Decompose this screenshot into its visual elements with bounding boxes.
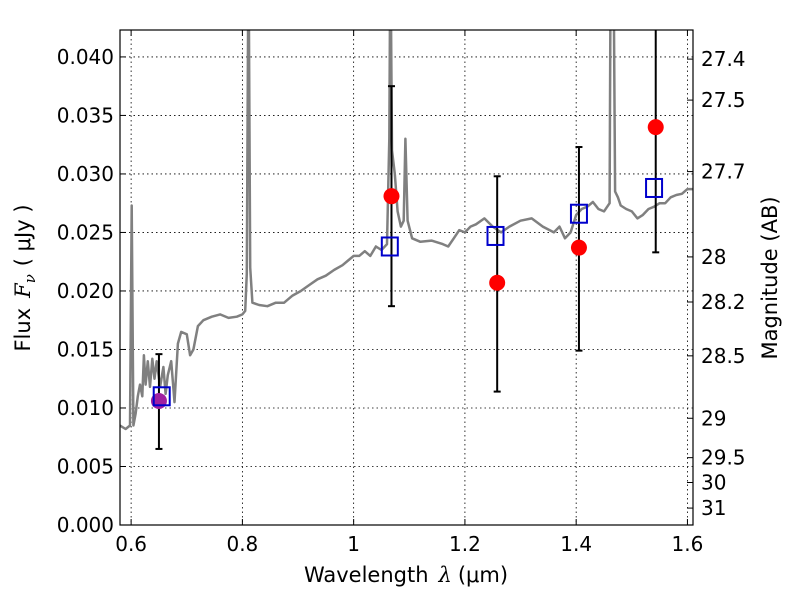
y-tick-label: 0.010 — [57, 396, 114, 420]
magnitude-tick-label: 31 — [701, 496, 726, 520]
y-tick-labels: 0.000 0.005 0.010 0.015 0.020 0.025 0.030 0.035… — [57, 45, 114, 537]
observed-point — [647, 119, 664, 136]
magnitude-tick-label: 27.4 — [701, 47, 746, 71]
model-square — [486, 225, 505, 246]
y-tick-label: 0.000 — [57, 513, 114, 537]
model-square — [152, 386, 171, 407]
grid-lines — [120, 30, 693, 526]
model-square — [380, 236, 399, 257]
observed-point — [383, 188, 400, 205]
x-tick-label: 0.8 — [226, 532, 258, 556]
magnitude-tick-label: 30 — [701, 471, 726, 495]
y-tick-label: 0.025 — [57, 220, 114, 244]
y-tick-label: 0.030 — [57, 162, 114, 186]
x-tick-labels: 0.6 0.8 1 1.2 1.4 1.6 — [115, 532, 703, 556]
magnitude-tick-label: 27.7 — [701, 160, 746, 184]
y-tick-label: 0.020 — [57, 279, 114, 303]
y-tick-label: 0.040 — [57, 45, 114, 69]
observed-point — [570, 239, 587, 256]
y-tick-label: 0.005 — [57, 454, 114, 478]
magnitude-tick-label: 28.5 — [701, 344, 746, 368]
plot-frame — [119, 29, 694, 526]
magnitude-axis-title: Magnitude (AB) — [758, 196, 782, 359]
x-tick-label: 1.6 — [672, 532, 704, 556]
magnitude-tick-label: 29 — [701, 406, 726, 430]
x-tick-label: 1.2 — [449, 532, 481, 556]
model-square — [645, 177, 664, 198]
magnitude-tick-label: 27.5 — [701, 88, 746, 112]
y-tick-label: 0.035 — [57, 103, 114, 127]
x-axis-title: Wavelength λ (μm) — [304, 563, 508, 587]
x-tick-label: 1.4 — [560, 532, 592, 556]
magnitude-tick-label: 29.5 — [701, 446, 746, 470]
plot-area — [120, 30, 693, 450]
model-squares — [152, 177, 664, 407]
model-square — [569, 203, 588, 224]
observed-point — [489, 274, 506, 291]
y-tick-label: 0.015 — [57, 337, 114, 361]
axis-ticks — [120, 30, 693, 526]
x-tick-label: 1 — [347, 532, 360, 556]
y-axis-title: FluxFν( μJy ) — [11, 204, 39, 351]
x-tick-label: 0.6 — [115, 532, 147, 556]
magnitude-tick-label: 28.2 — [701, 290, 746, 314]
magnitude-tick-label: 28 — [701, 245, 726, 269]
